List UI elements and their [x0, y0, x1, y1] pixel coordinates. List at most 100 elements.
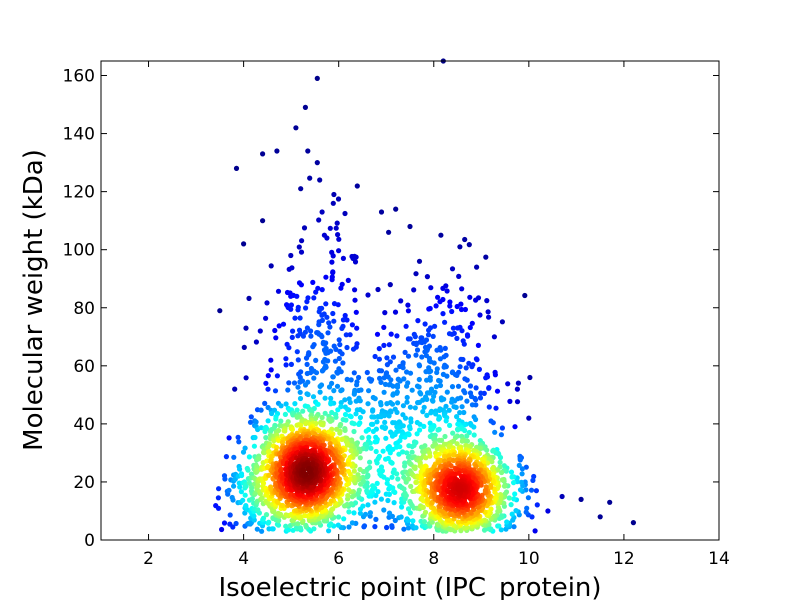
data-point: [437, 299, 443, 305]
data-point: [405, 302, 411, 308]
data-point: [405, 476, 412, 482]
data-point: [356, 387, 362, 394]
data-point: [349, 520, 355, 526]
data-point: [232, 386, 238, 392]
data-point: [266, 443, 272, 449]
data-point: [247, 419, 254, 425]
data-point: [471, 432, 477, 438]
data-point: [242, 492, 248, 498]
data-point: [360, 503, 366, 509]
data-point: [260, 480, 267, 486]
data-point: [274, 373, 280, 379]
data-point: [308, 328, 314, 334]
data-point: [351, 510, 357, 516]
data-point: [299, 378, 306, 384]
data-point: [426, 327, 432, 333]
data-point: [468, 500, 474, 506]
data-point: [578, 496, 584, 502]
data-point: [268, 367, 274, 373]
data-point: [408, 419, 414, 425]
y-tick-label: 0: [84, 531, 95, 551]
data-point: [310, 279, 316, 285]
data-point: [447, 303, 453, 309]
data-point: [486, 404, 492, 410]
data-point: [392, 517, 398, 524]
data-point: [344, 442, 350, 448]
data-point: [333, 225, 339, 231]
data-point: [323, 301, 329, 307]
data-point: [216, 486, 222, 492]
data-point: [389, 523, 395, 529]
data-point: [334, 220, 340, 226]
data-point: [528, 487, 535, 493]
data-point: [386, 229, 392, 235]
data-point: [353, 309, 359, 315]
data-point: [458, 301, 464, 307]
data-point: [219, 526, 225, 533]
data-point: [506, 495, 512, 501]
data-point: [454, 303, 460, 310]
data-point: [305, 391, 311, 398]
data-point: [351, 468, 357, 474]
data-point: [466, 360, 472, 366]
data-point: [305, 148, 311, 154]
data-point: [374, 480, 380, 486]
data-point: [342, 397, 348, 403]
data-point: [317, 482, 323, 488]
data-point: [327, 225, 333, 231]
data-point: [361, 523, 368, 529]
data-point: [313, 289, 319, 295]
data-point: [419, 335, 425, 341]
data-point: [295, 307, 301, 313]
data-point: [377, 375, 383, 381]
data-point: [330, 310, 336, 317]
data-point: [449, 370, 455, 376]
data-point: [268, 263, 274, 269]
data-point: [372, 396, 378, 402]
data-point: [462, 376, 468, 382]
data-point: [473, 385, 479, 391]
data-point: [297, 389, 303, 395]
data-point: [299, 238, 305, 244]
data-point: [434, 446, 440, 452]
data-point: [345, 493, 351, 499]
data-point: [378, 402, 384, 408]
data-point: [392, 309, 399, 315]
data-point: [336, 337, 342, 343]
data-point: [444, 288, 450, 294]
data-point: [505, 381, 511, 387]
data-point: [253, 339, 259, 345]
data-point: [382, 425, 388, 431]
data-point: [515, 380, 522, 386]
data-point: [495, 508, 501, 514]
data-point: [402, 415, 409, 421]
data-point: [413, 525, 419, 531]
data-point: [370, 428, 376, 434]
data-point: [338, 388, 344, 394]
data-point: [264, 458, 270, 464]
data-point: [380, 448, 386, 454]
data-point: [420, 409, 426, 415]
data-point: [455, 427, 461, 433]
data-point: [448, 463, 454, 469]
data-point: [328, 395, 334, 401]
x-tick-label: 8: [428, 549, 439, 569]
data-point: [317, 383, 323, 389]
data-point: [416, 363, 423, 369]
data-point: [427, 476, 434, 482]
data-point: [302, 104, 308, 110]
data-point: [438, 347, 444, 353]
data-point: [501, 463, 507, 469]
data-point: [346, 524, 352, 530]
data-point: [394, 333, 400, 339]
data-point: [322, 341, 328, 347]
data-point: [332, 358, 338, 364]
x-tick-label: 12: [613, 549, 635, 569]
data-point: [527, 374, 533, 381]
data-point: [325, 330, 331, 336]
data-point: [517, 487, 524, 493]
data-point: [416, 384, 422, 390]
data-point: [347, 399, 353, 405]
data-point: [331, 191, 337, 198]
data-point: [259, 528, 265, 534]
